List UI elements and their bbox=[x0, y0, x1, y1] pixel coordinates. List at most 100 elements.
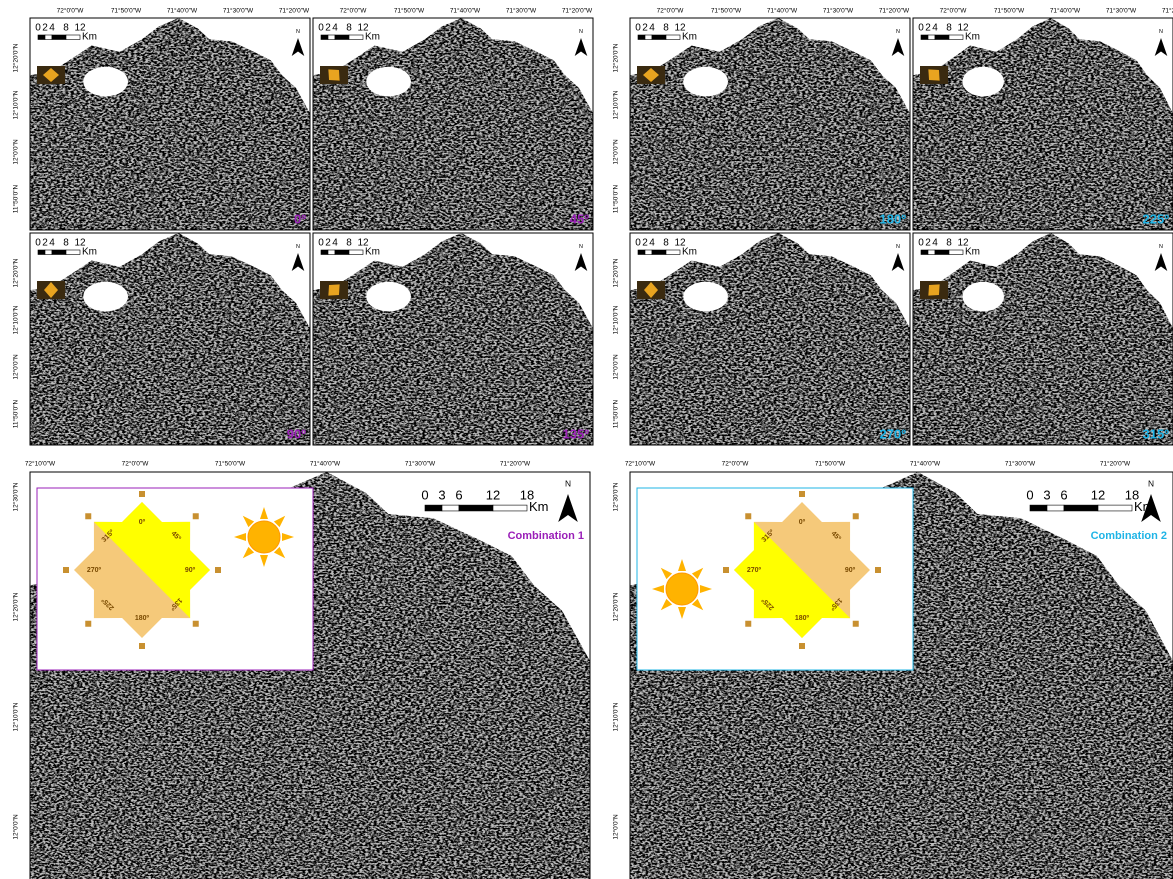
lake bbox=[366, 282, 411, 312]
lat-label: 12°10'0"N bbox=[12, 305, 20, 334]
scale-label: 2 bbox=[42, 23, 48, 34]
north-label: N bbox=[579, 29, 583, 35]
terrain bbox=[913, 233, 1173, 445]
scale-label: 2 bbox=[642, 238, 648, 249]
lon-label: 71°20'0"W bbox=[1162, 7, 1173, 15]
lon-label: 71°30'0"W bbox=[1106, 7, 1137, 15]
scale-label: 2 bbox=[325, 238, 331, 249]
scale-segment bbox=[1030, 505, 1047, 511]
scale-label: 4 bbox=[932, 23, 938, 34]
star-sun-icon bbox=[723, 567, 729, 573]
combination-title: Combination 1 bbox=[508, 530, 584, 542]
north-label: N bbox=[896, 244, 900, 250]
azimuth-label: 315º bbox=[1143, 426, 1170, 441]
lon-label: 71°30'0"W bbox=[1005, 460, 1036, 468]
scale-segment bbox=[652, 250, 666, 255]
scale-label: 4 bbox=[649, 238, 655, 249]
scale-label: 0 bbox=[35, 238, 41, 249]
scale-segment bbox=[928, 35, 935, 40]
scale-segment bbox=[66, 250, 80, 255]
scale-label: 2 bbox=[642, 23, 648, 34]
north-label: N bbox=[565, 478, 571, 488]
scale-label: 0 bbox=[918, 238, 924, 249]
scale-label: 0 bbox=[421, 487, 428, 502]
figure: 72°0'0"W 71°50'0"W 71°40'0"W 71°30'0"W 71°20… bbox=[0, 0, 1173, 879]
lat-label: 12°10'0"N bbox=[612, 702, 620, 731]
lon-label: 71°40'0"W bbox=[310, 460, 341, 468]
star-label: 90º bbox=[185, 567, 196, 574]
lon-label: 71°50'0"W bbox=[994, 7, 1025, 15]
terrain bbox=[30, 18, 310, 230]
north-label: N bbox=[1159, 29, 1163, 35]
terrain bbox=[630, 233, 910, 445]
lat-label: 11°50'0"N bbox=[612, 399, 620, 428]
azimuth-label: 270º bbox=[880, 426, 907, 441]
scale-label: 12 bbox=[486, 487, 500, 502]
scale-segment bbox=[666, 35, 680, 40]
star-sun-icon bbox=[799, 491, 805, 497]
lon-label: 71°20'0"W bbox=[562, 7, 593, 15]
lon-label: 72°0'0"W bbox=[940, 7, 968, 15]
star-sun-icon bbox=[85, 621, 91, 627]
star-label: 270º bbox=[747, 567, 762, 574]
scale-unit: Km bbox=[82, 247, 97, 258]
azimuth-label: 135º bbox=[563, 426, 590, 441]
north-label: N bbox=[296, 29, 300, 35]
lat-label: 12°10'0"N bbox=[612, 305, 620, 334]
scale-unit: Km bbox=[529, 499, 549, 514]
scale-segment bbox=[949, 35, 963, 40]
scale-segment bbox=[328, 250, 335, 255]
scale-unit: Km bbox=[965, 247, 980, 258]
lat-label: 12°10'0"N bbox=[12, 90, 20, 119]
scale-segment bbox=[38, 35, 45, 40]
scale-segment bbox=[38, 250, 45, 255]
lat-label: 12°20'0"N bbox=[12, 43, 20, 72]
lat-label: 12°20'0"N bbox=[612, 258, 620, 287]
scale-segment bbox=[328, 35, 335, 40]
star-label: 180º bbox=[135, 615, 150, 622]
lat-label: 12°0'0"N bbox=[12, 354, 20, 380]
lon-label: 72°10'0"W bbox=[625, 460, 656, 468]
scale-segment bbox=[928, 250, 935, 255]
scale-segment bbox=[321, 250, 328, 255]
sun bbox=[666, 573, 698, 605]
scale-segment bbox=[349, 35, 363, 40]
scale-segment bbox=[645, 35, 652, 40]
lake bbox=[683, 282, 728, 312]
scale-unit: Km bbox=[365, 32, 380, 43]
north-arrow bbox=[892, 38, 905, 56]
scale-segment bbox=[935, 250, 949, 255]
star-label: 270º bbox=[87, 567, 102, 574]
scale-label: 4 bbox=[49, 238, 55, 249]
scale-segment bbox=[1047, 505, 1064, 511]
scale-segment bbox=[493, 505, 527, 511]
scale-segment bbox=[45, 250, 52, 255]
lon-label: 71°40'0"W bbox=[167, 7, 198, 15]
page: 72°0'0"W 71°50'0"W 71°40'0"W 71°30'0"W 71°20… bbox=[0, 0, 1173, 879]
scale-segment bbox=[645, 250, 652, 255]
scale-label: 0 bbox=[1026, 487, 1033, 502]
north-arrow bbox=[558, 494, 578, 522]
scale-label: 0 bbox=[35, 23, 41, 34]
scale-label: 4 bbox=[932, 238, 938, 249]
lon-label: 71°50'0"W bbox=[215, 460, 246, 468]
combination-title: Combination 2 bbox=[1091, 530, 1167, 542]
scale-label: 12 bbox=[1091, 487, 1105, 502]
lon-label: 71°40'0"W bbox=[450, 7, 481, 15]
scale-segment bbox=[459, 505, 493, 511]
lon-label: 72°0'0"W bbox=[340, 7, 368, 15]
scale-label: 4 bbox=[332, 238, 338, 249]
scale-label: 3 bbox=[1043, 487, 1050, 502]
lon-label: 72°0'0"W bbox=[57, 7, 85, 15]
scale-label: 4 bbox=[49, 23, 55, 34]
scale-segment bbox=[1064, 505, 1098, 511]
lat-label: 12°0'0"N bbox=[12, 139, 20, 165]
scale-label: 2 bbox=[42, 238, 48, 249]
terrain bbox=[313, 233, 593, 445]
scale-label: 0 bbox=[318, 23, 324, 34]
lat-label: 12°30'0"N bbox=[612, 482, 620, 511]
sun bbox=[248, 521, 280, 553]
scale-segment bbox=[949, 250, 963, 255]
scale-label: 0 bbox=[635, 238, 641, 249]
scale-segment bbox=[335, 250, 349, 255]
